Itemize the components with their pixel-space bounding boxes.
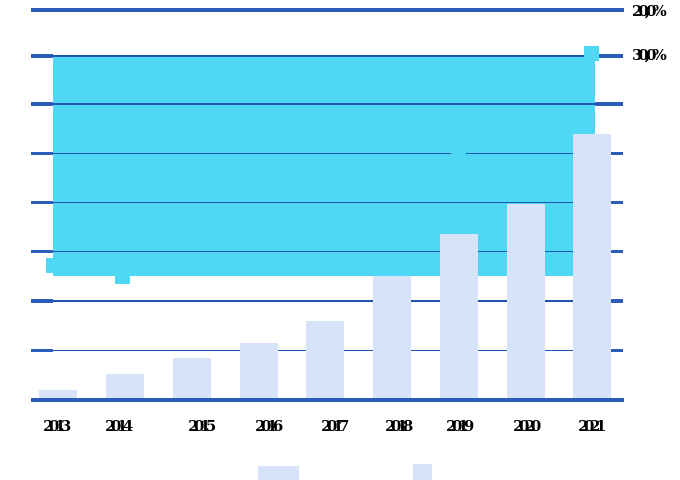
x-axis-label: 2019 xyxy=(446,417,474,435)
gridline-tick-right xyxy=(595,54,623,58)
right-axis-label-top: 20,0% xyxy=(632,2,667,20)
gridline-tick-left xyxy=(31,249,53,254)
series-marker xyxy=(115,268,130,284)
bar-2016 xyxy=(239,343,278,400)
x-axis-label: 2017 xyxy=(321,417,349,435)
x-axis-label: 2014 xyxy=(105,417,133,435)
series-band xyxy=(53,55,595,276)
x-axis-label: 2016 xyxy=(255,417,283,435)
legend-swatch xyxy=(258,466,299,480)
x-axis-label: 2020 xyxy=(513,417,541,435)
gridline xyxy=(53,152,595,155)
top-frame-line xyxy=(31,8,624,12)
bar-2014 xyxy=(106,374,144,400)
bar-2013 xyxy=(39,390,77,400)
x-axis-label: 2018 xyxy=(385,417,413,435)
bar-2019 xyxy=(439,234,478,400)
bar-2021 xyxy=(573,134,611,400)
series-marker xyxy=(46,257,61,273)
bar-2015 xyxy=(172,358,211,400)
gridline-tick-left xyxy=(31,348,53,353)
series-marker xyxy=(451,146,466,161)
bar-2018 xyxy=(373,275,411,400)
gridline-tick-left xyxy=(31,151,53,156)
series-marker xyxy=(584,45,599,61)
right-axis-label-bottom: 30,0% xyxy=(632,46,667,64)
gridline xyxy=(53,55,595,57)
gridline xyxy=(53,300,595,302)
bar-2020 xyxy=(506,204,545,400)
gridline-tick-right xyxy=(595,102,623,106)
gridline xyxy=(53,201,595,204)
gridline-tick-left xyxy=(31,200,53,205)
x-axis-label: 2015 xyxy=(188,417,216,435)
gridline-tick-left xyxy=(31,102,53,106)
gridline-tick-left xyxy=(31,299,53,303)
x-axis-line xyxy=(31,398,624,402)
x-axis-label: 2021 xyxy=(578,417,606,435)
gridline xyxy=(53,250,595,253)
gridline xyxy=(53,103,595,105)
bar-2017 xyxy=(306,321,344,400)
legend-swatch xyxy=(413,464,432,480)
gridline-tick-left xyxy=(31,54,53,58)
x-axis-label: 2013 xyxy=(43,417,71,435)
